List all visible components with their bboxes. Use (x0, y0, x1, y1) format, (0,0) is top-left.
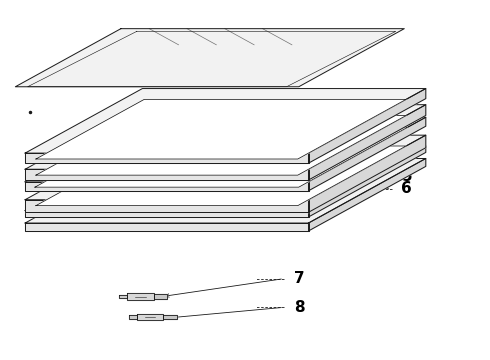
Polygon shape (36, 99, 406, 159)
Text: 8: 8 (294, 300, 304, 315)
Polygon shape (25, 153, 309, 163)
Polygon shape (25, 200, 309, 212)
Text: 7: 7 (294, 271, 304, 286)
Text: 2: 2 (401, 131, 412, 146)
Polygon shape (127, 293, 154, 300)
Polygon shape (25, 211, 309, 217)
Polygon shape (309, 105, 426, 180)
Polygon shape (25, 135, 426, 200)
Polygon shape (154, 294, 167, 299)
Polygon shape (309, 146, 426, 217)
Polygon shape (25, 182, 309, 191)
Text: 3: 3 (401, 149, 412, 164)
Text: 4: 4 (103, 199, 114, 215)
Polygon shape (36, 116, 406, 175)
Polygon shape (309, 158, 426, 231)
Polygon shape (25, 105, 426, 169)
Polygon shape (25, 169, 309, 180)
Polygon shape (120, 294, 127, 298)
Polygon shape (309, 89, 426, 163)
Polygon shape (36, 146, 406, 206)
Polygon shape (25, 223, 309, 231)
Polygon shape (25, 117, 426, 182)
Polygon shape (163, 315, 177, 319)
Polygon shape (15, 29, 404, 87)
Polygon shape (309, 117, 426, 191)
Polygon shape (25, 158, 426, 223)
Text: 1: 1 (401, 103, 412, 118)
Polygon shape (137, 314, 163, 320)
Polygon shape (129, 315, 137, 319)
Text: 5: 5 (401, 169, 412, 184)
Polygon shape (25, 146, 426, 211)
Polygon shape (35, 127, 408, 187)
Polygon shape (25, 89, 426, 153)
Polygon shape (309, 135, 426, 212)
Text: 6: 6 (401, 181, 412, 197)
